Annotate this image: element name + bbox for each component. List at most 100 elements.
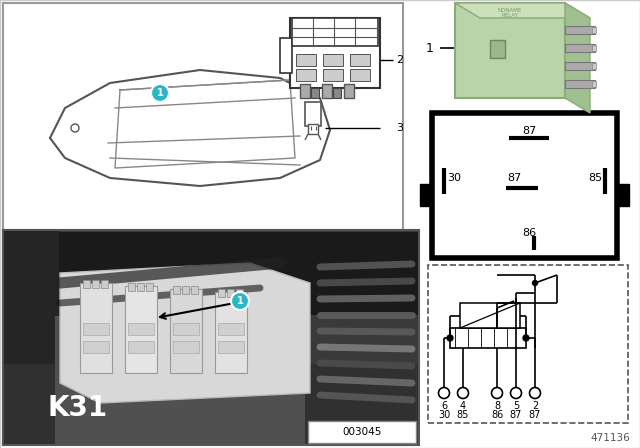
Circle shape: [71, 124, 79, 132]
Bar: [296, 69, 316, 81]
Bar: [83, 280, 90, 288]
Text: 6: 6: [441, 401, 447, 411]
Circle shape: [151, 84, 169, 102]
Text: 87: 87: [522, 126, 536, 136]
Circle shape: [529, 388, 541, 399]
Text: 85: 85: [588, 173, 602, 183]
Circle shape: [511, 388, 522, 399]
Bar: [146, 283, 153, 291]
FancyBboxPatch shape: [455, 3, 565, 98]
Bar: [4, 232, 418, 315]
Bar: [592, 81, 596, 87]
Bar: [565, 26, 595, 34]
Bar: [296, 54, 316, 66]
Text: RELAY: RELAY: [502, 13, 518, 17]
Bar: [490, 40, 505, 58]
Bar: [55, 316, 305, 444]
Text: 85: 85: [457, 410, 469, 420]
Bar: [137, 283, 144, 291]
Bar: [3, 230, 419, 445]
Bar: [617, 184, 629, 206]
Bar: [101, 280, 108, 288]
Bar: [83, 341, 109, 353]
Bar: [236, 289, 243, 297]
Text: 2: 2: [396, 55, 404, 65]
Bar: [4, 231, 59, 444]
Text: 30: 30: [447, 173, 461, 183]
Bar: [308, 124, 318, 134]
Bar: [565, 44, 595, 52]
Bar: [128, 283, 135, 291]
Bar: [432, 113, 617, 258]
Text: 4: 4: [460, 401, 466, 411]
Bar: [215, 292, 247, 373]
Bar: [218, 341, 244, 353]
Bar: [592, 27, 596, 33]
Text: NONAME: NONAME: [498, 8, 522, 13]
Bar: [350, 54, 370, 66]
Text: 87: 87: [510, 410, 522, 420]
Bar: [290, 18, 380, 88]
Bar: [227, 289, 234, 297]
Text: 87: 87: [507, 173, 521, 183]
Polygon shape: [455, 3, 590, 18]
Bar: [80, 283, 112, 373]
Polygon shape: [60, 263, 310, 403]
Bar: [173, 286, 180, 294]
Text: 1: 1: [237, 296, 243, 306]
Circle shape: [532, 280, 538, 285]
Bar: [300, 84, 310, 98]
Text: 30: 30: [438, 410, 450, 420]
Bar: [173, 341, 199, 353]
Bar: [592, 63, 596, 69]
Bar: [450, 328, 526, 348]
Bar: [344, 84, 354, 98]
Circle shape: [438, 388, 449, 399]
Circle shape: [447, 335, 453, 341]
Bar: [592, 45, 596, 51]
Bar: [305, 102, 321, 126]
Bar: [4, 364, 418, 444]
Bar: [308, 421, 416, 443]
Bar: [292, 18, 378, 46]
Circle shape: [523, 335, 529, 341]
Bar: [125, 286, 157, 373]
Text: 003045: 003045: [342, 427, 381, 437]
Text: 1: 1: [157, 88, 163, 98]
Text: 86: 86: [522, 228, 536, 238]
Text: 86: 86: [491, 410, 503, 420]
Circle shape: [458, 388, 468, 399]
Circle shape: [492, 388, 502, 399]
Bar: [420, 184, 432, 206]
Text: 3: 3: [397, 123, 403, 133]
Bar: [323, 69, 343, 81]
Bar: [428, 265, 628, 423]
Bar: [218, 323, 244, 335]
Bar: [128, 323, 154, 335]
Bar: [565, 62, 595, 70]
Bar: [322, 84, 332, 98]
Bar: [128, 341, 154, 353]
Bar: [182, 286, 189, 294]
Bar: [323, 54, 343, 66]
Bar: [170, 289, 202, 373]
Text: 471136: 471136: [590, 433, 630, 443]
Text: K31: K31: [48, 394, 108, 422]
Bar: [173, 323, 199, 335]
Text: 2: 2: [532, 401, 538, 411]
Bar: [460, 303, 520, 328]
Bar: [83, 323, 109, 335]
Bar: [218, 289, 225, 297]
Bar: [280, 38, 292, 73]
Text: 8: 8: [494, 401, 500, 411]
Bar: [350, 69, 370, 81]
Text: 87: 87: [529, 410, 541, 420]
Bar: [311, 88, 319, 98]
Bar: [3, 3, 403, 230]
Polygon shape: [565, 3, 590, 113]
Text: 5: 5: [513, 401, 519, 411]
Circle shape: [231, 292, 249, 310]
Text: 1: 1: [426, 42, 434, 55]
Bar: [333, 88, 341, 98]
Bar: [565, 80, 595, 88]
